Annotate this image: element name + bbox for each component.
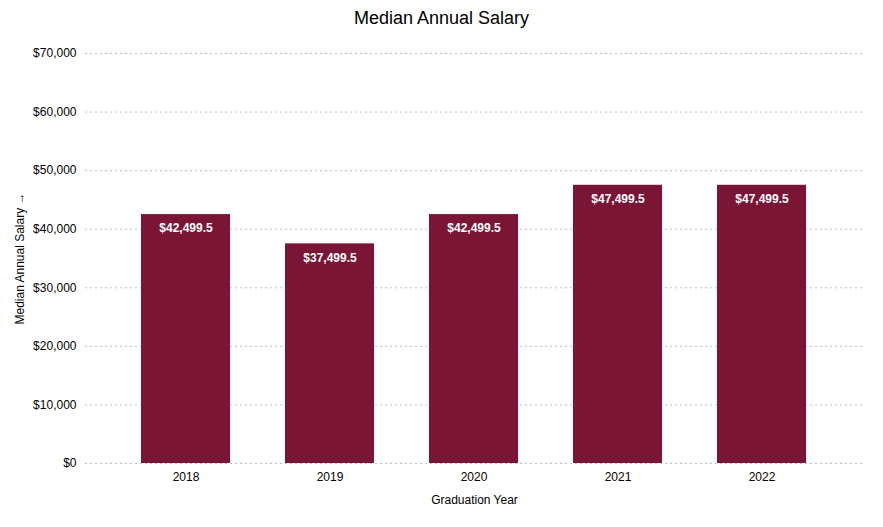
- svg-text:2021: 2021: [605, 470, 632, 484]
- svg-text:$0: $0: [63, 456, 77, 470]
- svg-text:$40,000: $40,000: [33, 222, 77, 236]
- svg-text:2018: 2018: [173, 470, 200, 484]
- svg-text:$50,000: $50,000: [33, 163, 77, 177]
- svg-text:$42,499.5: $42,499.5: [159, 221, 213, 235]
- svg-text:$47,499.5: $47,499.5: [591, 192, 645, 206]
- svg-text:Graduation Year: Graduation Year: [431, 493, 518, 507]
- svg-text:$30,000: $30,000: [33, 281, 77, 295]
- svg-text:$10,000: $10,000: [33, 398, 77, 412]
- svg-text:2020: 2020: [461, 470, 488, 484]
- svg-text:$37,499.5: $37,499.5: [303, 251, 357, 265]
- svg-text:2019: 2019: [317, 470, 344, 484]
- svg-text:$42,499.5: $42,499.5: [447, 221, 501, 235]
- svg-text:$47,499.5: $47,499.5: [735, 192, 789, 206]
- html-text:Median Annual Salary: Median Annual Salary: [353, 8, 530, 28]
- svg-text:2022: 2022: [749, 470, 776, 484]
- svg-text:$60,000: $60,000: [33, 105, 77, 119]
- svg-text:$70,000: $70,000: [33, 46, 77, 60]
- svg-text:$20,000: $20,000: [33, 339, 77, 353]
- svg-text:Median Annual Salary →: Median Annual Salary →: [13, 192, 27, 324]
